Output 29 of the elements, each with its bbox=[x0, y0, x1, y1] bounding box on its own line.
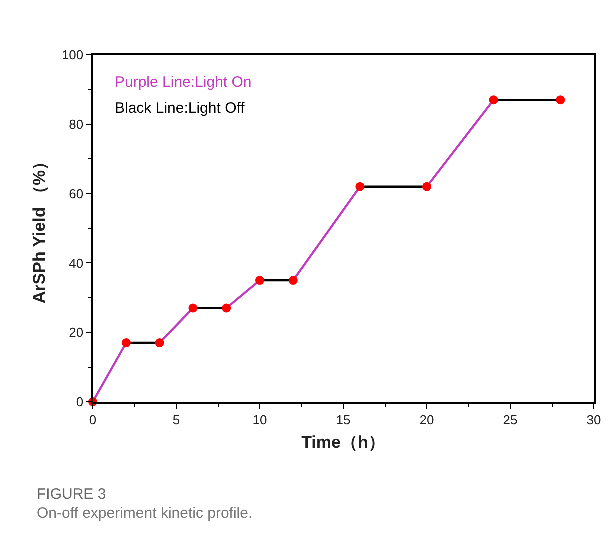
y-tick-label: 60 bbox=[69, 186, 84, 202]
point bbox=[188, 304, 198, 313]
point bbox=[288, 276, 298, 286]
x-tick-label: 0 bbox=[89, 412, 97, 428]
y-tick-label: 40 bbox=[69, 256, 84, 271]
x-tick-label: 25 bbox=[503, 412, 518, 428]
y-tick-label: 20 bbox=[69, 325, 84, 340]
y-tick-label: 0 bbox=[76, 394, 84, 410]
x-axis-title: Time（h） bbox=[302, 433, 386, 452]
point bbox=[122, 338, 131, 348]
x-tick-label: 5 bbox=[172, 412, 180, 428]
point bbox=[489, 96, 498, 105]
y-axis-title: ArSPh Yield （%） bbox=[30, 153, 49, 304]
x-tick-label: 15 bbox=[336, 412, 351, 428]
x-tick-label: 30 bbox=[586, 412, 602, 428]
point bbox=[556, 96, 566, 105]
text: On-off experiment kinetic profile. bbox=[37, 505, 253, 522]
text: Black Line:Light Off bbox=[115, 100, 246, 117]
x-tick-label: 20 bbox=[420, 412, 434, 428]
point bbox=[256, 276, 264, 286]
text: FIGURE 3 bbox=[37, 486, 106, 503]
point bbox=[222, 304, 232, 313]
point bbox=[356, 182, 365, 192]
x-tick-label: 10 bbox=[252, 412, 268, 428]
y-tick-label: 100 bbox=[62, 48, 84, 63]
y-tick-label: 80 bbox=[69, 116, 84, 132]
point bbox=[422, 182, 432, 192]
point bbox=[155, 338, 164, 348]
text: Purple Line:Light On bbox=[115, 74, 252, 91]
